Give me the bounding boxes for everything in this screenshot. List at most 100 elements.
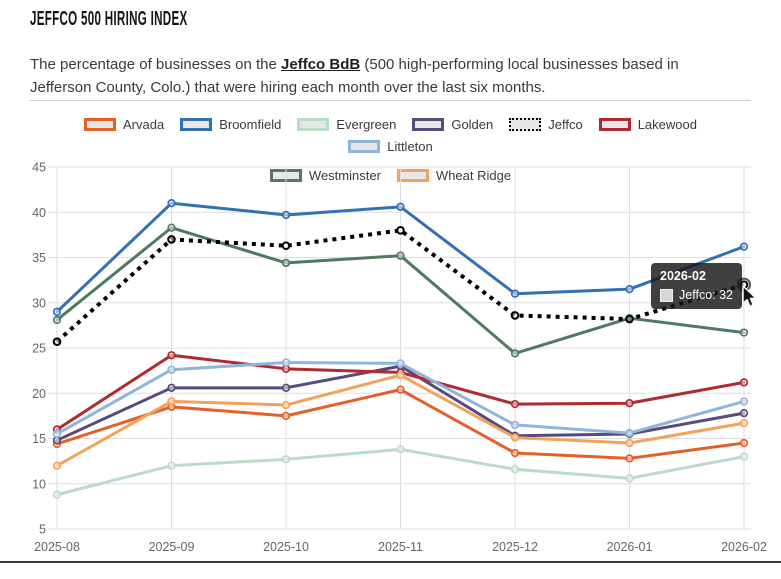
chart-tooltip: 2026-02 Jeffco: 32 bbox=[651, 263, 742, 309]
data-point-golden[interactable] bbox=[739, 409, 749, 418]
data-point-broomfield[interactable] bbox=[52, 307, 62, 316]
line-chart: 5 10 15 20 25 30 35 40 45 2025-08 2025-09 2025-10 20… bbox=[32, 161, 767, 555]
x-axis-tick-label: 2025-08 bbox=[34, 540, 80, 554]
data-point-littleton[interactable] bbox=[625, 428, 634, 438]
data-point-broomfield[interactable] bbox=[281, 210, 291, 220]
data-point-littleton[interactable] bbox=[739, 397, 749, 406]
y-axis-tick-label: 5 bbox=[39, 523, 46, 537]
data-point-arvada[interactable] bbox=[625, 454, 634, 463]
legend-swatch-broomfield bbox=[180, 118, 213, 131]
description-text-after-2: Jefferson County, Colo.) that were hirin… bbox=[30, 78, 546, 96]
legend-item-broomfield[interactable]: Broomfield bbox=[180, 117, 281, 132]
description-text-before: The percentage of businesses on the bbox=[30, 56, 282, 73]
data-point-lakewood[interactable] bbox=[167, 351, 176, 360]
data-point-littleton[interactable] bbox=[167, 365, 176, 374]
data-point-westminster[interactable] bbox=[510, 349, 520, 358]
y-axis-tick-label: 40 bbox=[32, 206, 46, 220]
data-point-broomfield[interactable] bbox=[167, 199, 176, 208]
data-point-arvada[interactable] bbox=[281, 411, 291, 421]
data-point-arvada[interactable] bbox=[396, 385, 405, 394]
data-point-jeffco[interactable] bbox=[510, 311, 520, 320]
legend-label-arvada: Arvada bbox=[123, 117, 165, 132]
data-point-jeffco[interactable] bbox=[281, 241, 291, 251]
legend-item-arvada[interactable]: Arvada bbox=[84, 117, 164, 132]
legend-label-broomfield: Broomfield bbox=[219, 117, 282, 132]
data-point-evergreen[interactable] bbox=[510, 465, 520, 474]
legend-swatch-golden bbox=[412, 118, 445, 131]
data-point-golden[interactable] bbox=[167, 383, 176, 392]
data-point-golden[interactable] bbox=[281, 383, 291, 392]
data-point-westminster[interactable] bbox=[167, 223, 176, 232]
data-point-broomfield[interactable] bbox=[625, 285, 634, 294]
data-point-jeffco[interactable] bbox=[167, 235, 176, 244]
data-point-lakewood[interactable] bbox=[739, 378, 749, 387]
data-point-jeffco[interactable] bbox=[625, 314, 634, 324]
data-point-broomfield[interactable] bbox=[510, 289, 520, 298]
legend-label-jeffco: Jeffco bbox=[548, 117, 583, 132]
data-point-evergreen[interactable] bbox=[396, 445, 405, 454]
tooltip-date: 2026-02 bbox=[660, 269, 706, 283]
data-point-jeffco[interactable] bbox=[396, 226, 405, 235]
data-point-wheat-ridge[interactable] bbox=[739, 418, 749, 428]
y-axis-tick-label: 25 bbox=[32, 342, 46, 356]
data-point-evergreen[interactable] bbox=[625, 474, 634, 483]
data-point-westminster[interactable] bbox=[281, 258, 291, 268]
legend-swatch-lakewood bbox=[598, 118, 631, 131]
legend-item-lakewood[interactable]: Lakewood bbox=[598, 117, 697, 132]
legend-item-littleton[interactable]: Littleton bbox=[348, 139, 433, 154]
data-point-littleton[interactable] bbox=[281, 358, 291, 367]
legend-item-evergreen[interactable]: Evergreen bbox=[297, 117, 396, 132]
bottom-divider bbox=[0, 561, 781, 563]
legend-swatch-evergreen bbox=[297, 118, 330, 131]
data-point-wheat-ridge[interactable] bbox=[281, 400, 291, 410]
data-point-littleton[interactable] bbox=[510, 420, 520, 430]
x-axis-tick-label: 2026-02 bbox=[721, 540, 767, 554]
data-point-lakewood[interactable] bbox=[510, 399, 520, 409]
data-point-broomfield[interactable] bbox=[396, 202, 405, 211]
legend-swatch-arvada bbox=[84, 118, 116, 131]
legend-label-littleton: Littleton bbox=[387, 139, 433, 154]
x-axis-tick-label: 2025-11 bbox=[378, 540, 423, 554]
description-text-after-1: (500 high-performing local businesses ba… bbox=[360, 56, 679, 73]
data-point-evergreen[interactable] bbox=[52, 490, 62, 499]
legend-swatch-jeffco bbox=[509, 118, 542, 131]
data-point-westminster[interactable] bbox=[52, 315, 62, 325]
legend-item-wheat-ridge[interactable]: Wheat Ridge bbox=[396, 168, 511, 183]
data-point-littleton[interactable] bbox=[396, 359, 405, 368]
legend-swatch-wheat-ridge bbox=[396, 169, 429, 182]
data-point-wheat-ridge[interactable] bbox=[396, 370, 405, 380]
legend-item-jeffco[interactable]: Jeffco bbox=[509, 117, 583, 132]
data-point-arvada[interactable] bbox=[739, 438, 749, 448]
data-point-lakewood[interactable] bbox=[625, 399, 634, 408]
x-axis-tick-label: 2025-09 bbox=[149, 540, 195, 554]
data-point-wheat-ridge[interactable] bbox=[625, 438, 634, 448]
legend-swatch-littleton bbox=[348, 140, 381, 153]
legend-label-golden: Golden bbox=[451, 117, 494, 132]
data-point-arvada[interactable] bbox=[510, 448, 520, 458]
data-point-evergreen[interactable] bbox=[281, 455, 291, 464]
jeffco-bdb-link[interactable]: Jeffco BdB bbox=[281, 56, 361, 73]
top-divider bbox=[30, 100, 751, 101]
x-axis-tick-label: 2026-01 bbox=[607, 540, 653, 554]
data-point-westminster[interactable] bbox=[739, 328, 749, 337]
data-point-jeffco[interactable] bbox=[52, 337, 62, 346]
data-point-westminster[interactable] bbox=[396, 251, 405, 260]
data-point-broomfield[interactable] bbox=[739, 242, 749, 251]
y-axis-tick-label: 20 bbox=[32, 387, 46, 401]
mouse-cursor-icon bbox=[742, 285, 757, 307]
data-point-wheat-ridge[interactable] bbox=[510, 433, 520, 442]
x-axis-tick-label: 2025-12 bbox=[492, 540, 538, 554]
tooltip-value: Jeffco: 32 bbox=[679, 288, 733, 302]
x-axis-tick-label: 2025-10 bbox=[263, 540, 309, 554]
legend-label-lakewood: Lakewood bbox=[637, 117, 697, 132]
y-axis-tick-label: 45 bbox=[32, 161, 46, 175]
y-axis-tick-label: 15 bbox=[32, 432, 46, 446]
data-point-evergreen[interactable] bbox=[167, 461, 176, 470]
y-axis-tick-label: 10 bbox=[32, 477, 46, 491]
legend-item-golden[interactable]: Golden bbox=[412, 117, 493, 132]
data-point-wheat-ridge[interactable] bbox=[167, 397, 176, 406]
data-point-wheat-ridge[interactable] bbox=[52, 461, 62, 470]
data-point-evergreen[interactable] bbox=[739, 452, 749, 461]
data-point-littleton[interactable] bbox=[52, 429, 62, 439]
page-title: JEFFCO 500 HIRING INDEX bbox=[30, 8, 188, 30]
